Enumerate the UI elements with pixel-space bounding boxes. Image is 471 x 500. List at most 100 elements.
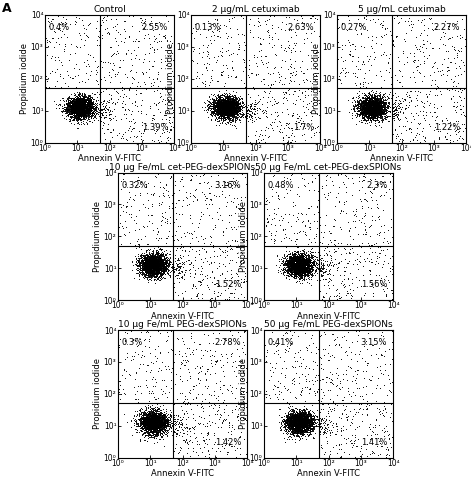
Point (301, 271, 309, 279)
Point (74, 91, 82, 99)
Point (216, 111, 223, 119)
Point (230, 101, 238, 109)
Point (154, 266, 162, 274)
Point (248, 104, 255, 112)
Point (141, 415, 148, 423)
Point (235, 112, 243, 120)
Point (64, 100, 71, 108)
Point (134, 266, 142, 274)
Point (307, 258, 315, 266)
Point (164, 416, 171, 424)
Point (303, 413, 310, 421)
Point (293, 260, 301, 268)
Point (95, 108, 103, 116)
Point (87, 98, 95, 106)
Point (146, 262, 154, 270)
Point (421, 26, 428, 34)
Point (283, 20, 290, 28)
Point (79, 114, 87, 122)
Point (286, 428, 293, 436)
Point (340, 262, 347, 270)
Point (72, 100, 79, 108)
Point (295, 414, 302, 422)
Point (117, 185, 125, 193)
Point (152, 260, 160, 268)
Point (284, 250, 292, 258)
Point (142, 409, 150, 417)
Point (146, 260, 154, 268)
Point (84, 102, 91, 110)
Point (215, 102, 223, 110)
Point (290, 265, 298, 273)
Point (291, 417, 299, 425)
Point (361, 102, 369, 110)
Point (295, 112, 303, 120)
Point (456, 31, 463, 39)
Point (162, 414, 170, 422)
Point (298, 253, 306, 261)
Point (361, 96, 369, 104)
Point (154, 418, 162, 426)
Point (144, 262, 152, 270)
Point (227, 118, 235, 126)
Point (300, 256, 308, 264)
Point (189, 197, 197, 205)
Point (231, 106, 239, 114)
Point (166, 119, 174, 127)
Point (339, 426, 347, 434)
Point (152, 264, 160, 272)
Point (146, 421, 154, 429)
Point (301, 418, 309, 426)
Point (84, 92, 92, 100)
Point (154, 264, 161, 272)
Point (150, 416, 157, 424)
Point (73, 106, 80, 114)
Point (296, 264, 303, 272)
Point (376, 108, 383, 116)
Point (81, 100, 89, 108)
Point (145, 416, 152, 424)
Point (246, 94, 254, 102)
Point (150, 416, 158, 424)
Point (371, 92, 379, 100)
Point (291, 264, 299, 272)
Point (148, 260, 155, 268)
Point (160, 264, 167, 272)
Point (288, 257, 295, 265)
Point (71, 108, 78, 116)
Point (226, 112, 233, 120)
Point (78, 107, 85, 115)
Point (223, 92, 231, 100)
Point (207, 40, 214, 48)
Point (360, 93, 367, 101)
Point (294, 264, 301, 272)
Point (140, 224, 148, 232)
Point (303, 416, 311, 424)
Point (452, 59, 459, 67)
Point (68, 108, 76, 116)
Point (371, 106, 379, 114)
Point (219, 110, 227, 118)
Point (77, 107, 84, 115)
Point (290, 253, 298, 261)
Point (305, 98, 313, 106)
Point (80, 92, 87, 100)
Point (285, 400, 292, 407)
Point (154, 409, 162, 417)
Point (146, 260, 154, 268)
Point (214, 96, 222, 104)
Point (366, 116, 374, 124)
Point (293, 418, 300, 426)
Point (297, 258, 304, 266)
Point (140, 336, 148, 344)
Point (98, 110, 106, 118)
Point (168, 260, 176, 268)
Point (294, 420, 301, 428)
Point (154, 249, 161, 257)
Point (57, 107, 65, 115)
Point (228, 91, 236, 99)
Point (232, 88, 239, 96)
Point (149, 80, 157, 88)
Point (74, 102, 82, 110)
Point (154, 264, 162, 272)
